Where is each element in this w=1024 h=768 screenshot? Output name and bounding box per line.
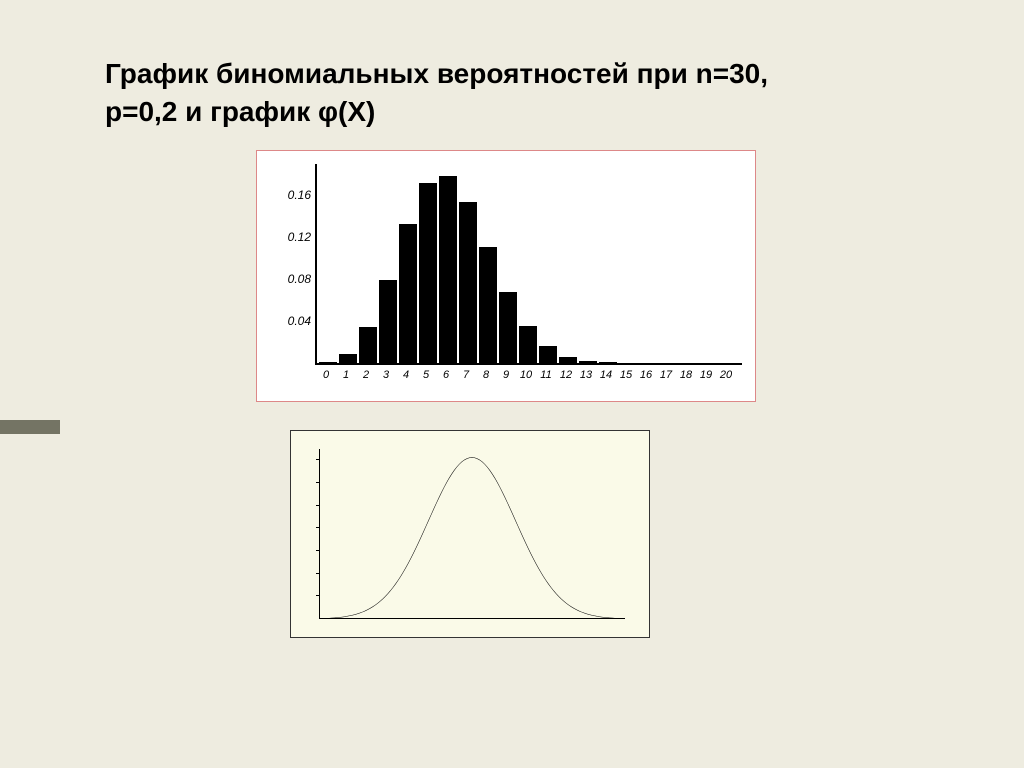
x-tick-label: 7 bbox=[457, 369, 475, 387]
chart-inner: 0.040.080.120.16 01234567891011121314151… bbox=[265, 159, 747, 393]
x-tick-label: 3 bbox=[377, 369, 395, 387]
bar bbox=[359, 327, 377, 363]
bar bbox=[479, 247, 497, 363]
bar bbox=[379, 280, 397, 363]
x-axis-labels: 01234567891011121314151617181920 bbox=[315, 369, 742, 387]
x-tick-label: 18 bbox=[677, 369, 695, 387]
phi-curve-svg bbox=[319, 449, 625, 619]
x-tick-label: 19 bbox=[697, 369, 715, 387]
x-tick-label: 6 bbox=[437, 369, 455, 387]
bar bbox=[399, 224, 417, 363]
x-tick-label: 14 bbox=[597, 369, 615, 387]
phi-curve-path bbox=[319, 458, 625, 619]
bar bbox=[459, 202, 477, 363]
bar bbox=[499, 292, 517, 363]
bar bbox=[559, 357, 577, 363]
y-tick-label: 0.08 bbox=[288, 272, 317, 286]
x-tick-label: 16 bbox=[637, 369, 655, 387]
x-tick-label: 11 bbox=[537, 369, 555, 387]
x-tick-label: 15 bbox=[617, 369, 635, 387]
x-tick-label: 12 bbox=[557, 369, 575, 387]
x-tick-label: 13 bbox=[577, 369, 595, 387]
bar bbox=[599, 362, 617, 363]
x-tick-label: 8 bbox=[477, 369, 495, 387]
x-tick-label: 2 bbox=[357, 369, 375, 387]
slide: График биномиальных вероятностей при n=3… bbox=[0, 0, 1024, 768]
x-tick-label: 17 bbox=[657, 369, 675, 387]
binomial-chart: 0.040.080.120.16 01234567891011121314151… bbox=[256, 150, 756, 402]
plot-area: 0.040.080.120.16 bbox=[315, 164, 742, 365]
bar bbox=[579, 361, 597, 363]
bar bbox=[339, 354, 357, 363]
bar bbox=[439, 176, 457, 363]
title-line1: График биномиальных вероятностей при n=3… bbox=[105, 58, 768, 89]
bar bbox=[519, 326, 537, 363]
title-line2: p=0,2 и график φ(X) bbox=[105, 96, 375, 127]
x-tick-label: 4 bbox=[397, 369, 415, 387]
curve-holder bbox=[319, 449, 625, 619]
title-block: График биномиальных вероятностей при n=3… bbox=[105, 55, 925, 131]
bar bbox=[419, 183, 437, 363]
accent-bar bbox=[0, 420, 60, 434]
phi-chart bbox=[290, 430, 650, 638]
x-tick-label: 10 bbox=[517, 369, 535, 387]
x-tick-label: 5 bbox=[417, 369, 435, 387]
plot-area bbox=[319, 449, 625, 619]
y-tick-label: 0.04 bbox=[288, 314, 317, 328]
x-tick-label: 20 bbox=[717, 369, 735, 387]
x-tick-label: 1 bbox=[337, 369, 355, 387]
page-title: График биномиальных вероятностей при n=3… bbox=[105, 55, 925, 131]
x-tick-label: 9 bbox=[497, 369, 515, 387]
bar bbox=[539, 346, 557, 363]
x-tick-label: 0 bbox=[317, 369, 335, 387]
y-tick-label: 0.12 bbox=[288, 230, 317, 244]
bar bbox=[319, 362, 337, 363]
bars-row bbox=[317, 164, 742, 363]
y-tick-label: 0.16 bbox=[288, 188, 317, 202]
